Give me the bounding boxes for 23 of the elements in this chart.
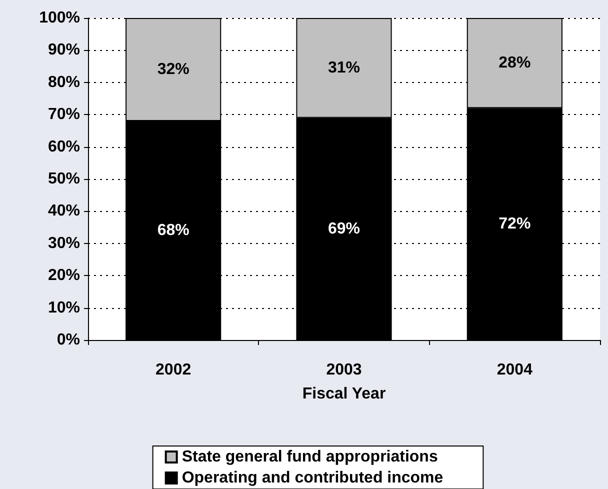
x-axis-title: Fiscal Year — [302, 386, 386, 402]
data-label: 72% — [498, 216, 531, 233]
x-tick-label: 2004 — [496, 362, 533, 378]
y-tick-label: 50% — [48, 170, 80, 188]
y-tick-label: 10% — [48, 299, 80, 316]
data-label: 68% — [157, 222, 190, 240]
y-tick-label: 40% — [48, 202, 80, 220]
data-label: 31% — [328, 59, 360, 76]
y-tick-label: 60% — [48, 138, 80, 156]
legend-label: Operating and contributed income — [182, 470, 444, 486]
x-tick-label: 2003 — [326, 362, 362, 378]
y-tick-label: 80% — [48, 74, 80, 91]
y-tick-label: 30% — [48, 234, 80, 252]
x-tick-label: 2002 — [156, 362, 192, 378]
data-label: 32% — [157, 61, 190, 78]
y-tick-label: 90% — [48, 42, 80, 59]
y-tick-label: 20% — [48, 267, 80, 284]
y-tick-label: 100% — [39, 10, 80, 26]
y-tick-label: 0% — [56, 332, 80, 348]
data-label: 69% — [328, 220, 360, 238]
data-label: 28% — [498, 54, 531, 72]
y-tick-label: 70% — [48, 106, 80, 124]
legend-label: State general fund appropriations — [182, 448, 438, 466]
